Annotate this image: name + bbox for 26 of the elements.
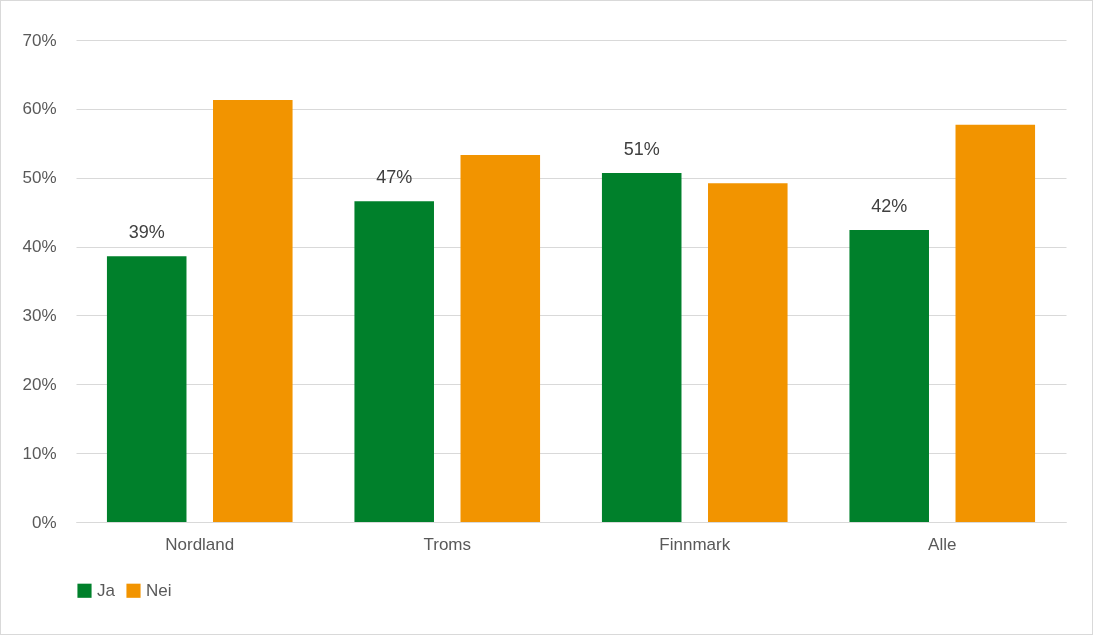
bar — [955, 124, 1036, 522]
bar — [708, 183, 788, 522]
bar — [213, 99, 293, 522]
y-tick-label: 50% — [22, 168, 57, 188]
bar — [106, 256, 187, 522]
legend-label: Nei — [146, 580, 172, 600]
y-tick-label: 70% — [22, 30, 57, 50]
data-label: 47% — [376, 167, 413, 188]
y-tick-label: 10% — [22, 443, 57, 463]
bar — [601, 172, 682, 522]
x-tick-label: Alle — [928, 534, 957, 554]
y-tick-label: 40% — [22, 237, 57, 257]
data-label: 42% — [871, 196, 908, 217]
bar — [460, 154, 541, 522]
y-tick-label: 60% — [22, 99, 57, 119]
x-tick-label: Troms — [423, 534, 472, 554]
bar — [849, 230, 929, 522]
x-tick-label: Finnmark — [659, 534, 731, 554]
x-tick-label: Nordland — [165, 534, 235, 554]
y-tick-label: 0% — [31, 512, 57, 532]
y-tick-label: 30% — [22, 305, 57, 325]
data-label: 39% — [128, 222, 165, 243]
legend-label: Ja — [97, 580, 116, 600]
bar — [354, 201, 434, 522]
y-tick-label: 20% — [22, 374, 57, 394]
data-label: 51% — [623, 138, 660, 159]
